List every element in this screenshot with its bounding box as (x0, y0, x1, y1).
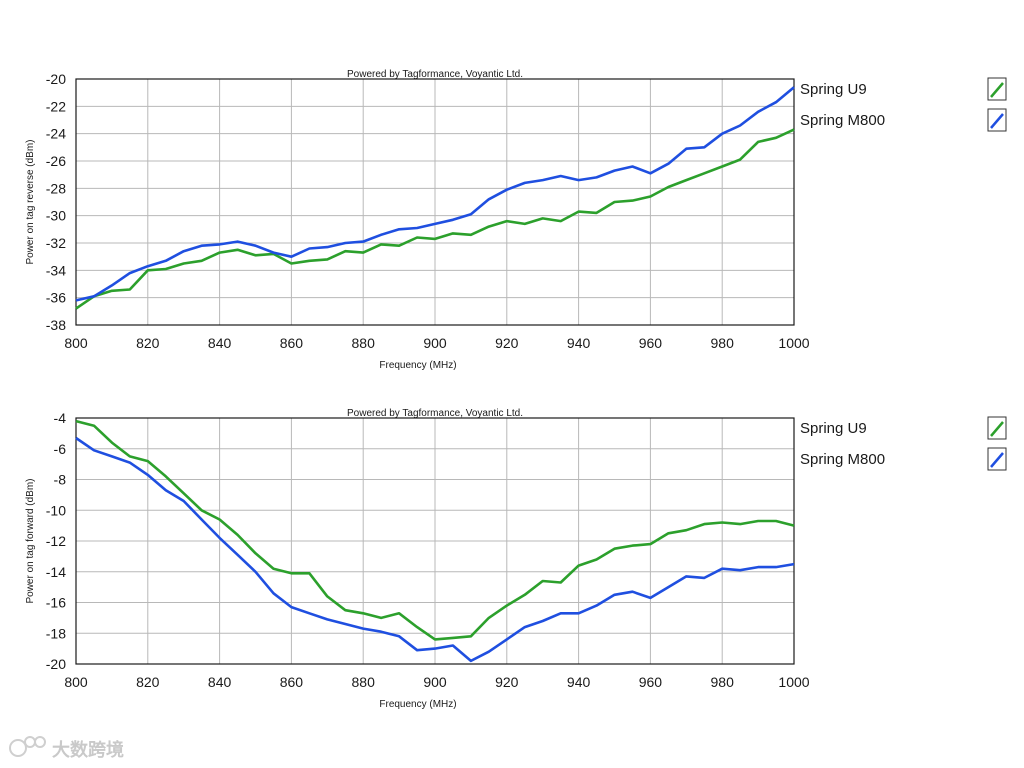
legend-swatch-line (990, 452, 1004, 468)
legend-label: Spring M800 (800, 451, 885, 468)
y-tick-label: -22 (46, 98, 66, 114)
y-tick-label: -6 (54, 441, 67, 457)
legend-label: Spring M800 (800, 112, 885, 129)
y-tick-label: -4 (54, 410, 67, 426)
x-tick-labels: 800 820 840 860 880 900 920 940 960 980 1000 (64, 335, 809, 351)
grid (75, 417, 795, 665)
x-tick-label: 900 (423, 674, 447, 690)
x-tick-label: 920 (495, 674, 519, 690)
y-tick-label: -20 (46, 71, 66, 87)
y-tick-label: -18 (46, 625, 66, 641)
y-tick-label: -16 (46, 595, 66, 611)
legend-swatch-line (990, 113, 1004, 129)
chart-reverse: Powered by Tagformance, Voyantic Ltd. Fr… (25, 69, 1007, 371)
legend-swatch-line (990, 421, 1004, 437)
series-lines (75, 419, 795, 663)
logo-icon (9, 736, 46, 757)
x-tick-label: 880 (352, 674, 376, 690)
grid (75, 78, 795, 326)
x-tick-label: 880 (352, 335, 376, 351)
x-tick-label: 980 (711, 335, 735, 351)
series-line (75, 436, 795, 663)
x-tick-label: 900 (423, 335, 447, 351)
x-tick-label: 820 (136, 674, 160, 690)
y-tick-label: -20 (46, 656, 66, 672)
x-tick-label: 920 (495, 335, 519, 351)
y-axis-label: Power on tag forward (dBm) (25, 478, 36, 603)
y-tick-label: -10 (46, 502, 66, 518)
x-tick-label: 860 (280, 335, 304, 351)
x-tick-label: 960 (639, 335, 663, 351)
x-tick-label: 840 (208, 674, 232, 690)
plot-area (75, 417, 795, 665)
y-tick-label: -12 (46, 533, 66, 549)
y-tick-label: -14 (46, 564, 66, 580)
x-tick-label: 800 (64, 674, 88, 690)
series-line (75, 419, 795, 641)
x-tick-label: 980 (711, 674, 735, 690)
legend: Spring U9 Spring M800 (800, 77, 1007, 132)
watermark-text: 大数跨境 (52, 739, 124, 761)
chart-forward: Powered by Tagformance, Voyantic Ltd. Fr… (25, 408, 1007, 710)
series-lines (75, 86, 795, 310)
x-tick-label: 960 (639, 674, 663, 690)
y-tick-label: -26 (46, 153, 66, 169)
y-tick-label: -30 (46, 208, 66, 224)
chart-title: Powered by Tagformance, Voyantic Ltd. (347, 69, 523, 80)
y-tick-label: -34 (46, 262, 66, 278)
watermark: 大数跨境 (9, 736, 124, 761)
x-axis-label: Frequency (MHz) (379, 360, 456, 371)
x-tick-label: 840 (208, 335, 232, 351)
x-tick-label: 1000 (778, 335, 809, 351)
x-tick-labels: 800 820 840 860 880 900 920 940 960 980 1000 (64, 674, 809, 690)
x-tick-label: 860 (280, 674, 304, 690)
x-axis-label: Frequency (MHz) (379, 699, 456, 710)
x-tick-label: 940 (567, 335, 591, 351)
plot-area (75, 78, 795, 326)
y-tick-label: -28 (46, 180, 66, 196)
y-tick-label: -32 (46, 235, 66, 251)
x-tick-label: 940 (567, 674, 591, 690)
series-line (75, 128, 795, 310)
y-axis-label: Power on tag reverse (dBm) (25, 139, 36, 264)
y-tick-label: -38 (46, 317, 66, 333)
chart-title: Powered by Tagformance, Voyantic Ltd. (347, 408, 523, 419)
y-tick-label: -8 (54, 472, 67, 488)
y-tick-label: -36 (46, 290, 66, 306)
y-tick-label: -24 (46, 126, 66, 142)
legend: Spring U9 Spring M800 (800, 416, 1007, 471)
legend-label: Spring U9 (800, 81, 867, 98)
x-tick-label: 1000 (778, 674, 809, 690)
legend-label: Spring U9 (800, 420, 867, 437)
series-line (75, 86, 795, 302)
y-tick-labels: -20 -22 -24 -26 -28 -30 -32 -34 -36 -38 (46, 71, 66, 333)
legend-swatch-line (990, 82, 1004, 98)
x-tick-label: 800 (64, 335, 88, 351)
y-tick-labels: -4 -6 -8 -10 -12 -14 -16 -18 -20 (46, 410, 66, 672)
x-tick-label: 820 (136, 335, 160, 351)
